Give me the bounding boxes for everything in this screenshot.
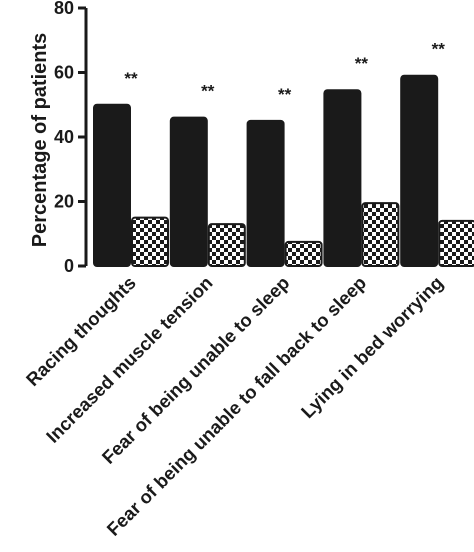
bars [93,74,474,268]
y-tick-label: 0 [64,256,74,276]
y-tick-label: 60 [54,63,74,83]
bar-solid [169,116,208,268]
bar-checkered [284,240,323,267]
significance-marker: ** [201,82,215,101]
category-label: Lying in bed worrying [297,272,447,422]
significance-marker: ** [355,54,369,73]
y-tick-label: 20 [54,192,74,212]
bar-checkered [361,202,400,268]
bar-checkered [207,223,246,267]
bar-solid [246,119,285,267]
significance-marker: ** [432,40,446,59]
y-axis-label: Percentage of patients [29,33,51,248]
significance-marker: ** [278,85,292,104]
bar-solid [323,89,362,267]
y-tick-label: 40 [54,127,74,147]
bar-solid [400,74,439,267]
category-label: Fear of being unable to fall back to sle… [102,272,370,540]
bar-solid [93,103,131,267]
y-tick-label: 80 [54,0,74,18]
significance-marker: ** [124,69,138,88]
axes: 0 20 40 60 80 [54,0,88,276]
bar-checkered [438,219,474,267]
bar-checkered [131,216,169,267]
annotations: ** ** ** ** ** [124,40,445,104]
